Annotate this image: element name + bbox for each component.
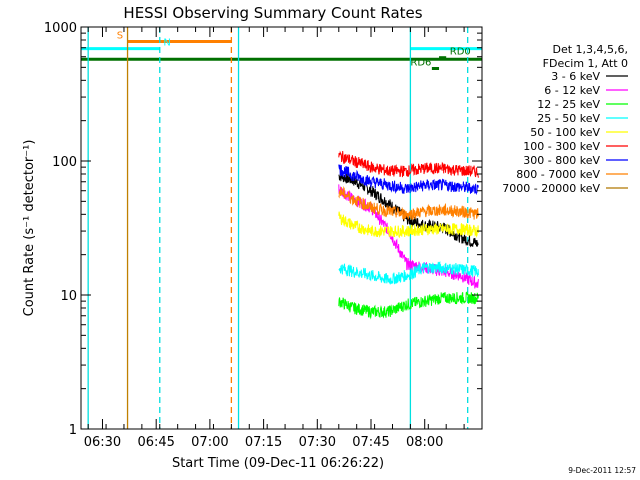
x-tick-label: 06:30 xyxy=(84,435,121,450)
series-line-300_800keV xyxy=(338,164,479,196)
flag-label: N xyxy=(163,38,170,49)
legend-entry-label: 25 - 50 keV xyxy=(537,112,600,125)
legend-header: Det 1,3,4,5,6, xyxy=(552,43,628,56)
flag-bars: S N RD0 RD6 xyxy=(81,30,482,71)
flag-label: S xyxy=(117,30,123,41)
x-tick-label: 07:00 xyxy=(191,435,228,450)
x-axis-label: Start Time (09-Dec-11 06:26:22) xyxy=(172,456,384,471)
legend-entry-label: 50 - 100 keV xyxy=(530,126,600,139)
x-axis-ticks: 06:30 06:45 07:00 07:15 07:30 07:45 08:00 xyxy=(84,27,465,450)
plot-frame xyxy=(80,26,483,430)
legend: Det 1,3,4,5,6,FDecim 1, Att 03 - 6 keV6 … xyxy=(502,43,628,195)
legend-entry-label: 300 - 800 keV xyxy=(523,154,600,167)
series-line-50_100keV xyxy=(338,211,479,239)
legend-header: FDecim 1, Att 0 xyxy=(543,57,628,70)
timestamp: 9-Dec-2011 12:57 xyxy=(568,466,636,475)
legend-entry-label: 7000 - 20000 keV xyxy=(502,182,600,195)
legend-entry-label: 3 - 6 keV xyxy=(551,70,600,83)
y-tick-label: 1 xyxy=(69,423,77,438)
x-tick-label: 06:45 xyxy=(137,435,174,450)
flag-label: RD0 xyxy=(450,47,471,58)
x-tick-label: 07:15 xyxy=(245,435,282,450)
x-tick-label: 08:00 xyxy=(406,435,443,450)
series-line-25_50keV xyxy=(338,261,479,285)
chart-title: HESSI Observing Summary Count Rates xyxy=(123,4,422,22)
y-tick-label: 10 xyxy=(60,289,77,304)
legend-entry-label: 100 - 300 keV xyxy=(523,140,600,153)
x-tick-label: 07:30 xyxy=(299,435,336,450)
series-line-100_300keV xyxy=(338,150,479,178)
series-line-800_7000keV xyxy=(338,185,479,222)
legend-entry-label: 6 - 12 keV xyxy=(544,84,600,97)
x-tick-label: 07:45 xyxy=(352,435,389,450)
y-axis-label: Count Rate (s⁻¹ detector⁻¹) xyxy=(22,140,37,317)
series-line-12_25keV xyxy=(338,291,479,320)
legend-entry-label: 12 - 25 keV xyxy=(537,98,600,111)
flag-label: RD6 xyxy=(410,58,431,69)
y-tick-label: 1000 xyxy=(44,21,77,36)
data-series xyxy=(338,150,479,320)
legend-entry-label: 800 - 7000 keV xyxy=(516,168,600,181)
y-axis-ticks: 1 10 100 1000 xyxy=(44,21,482,438)
y-tick-label: 100 xyxy=(52,155,77,170)
